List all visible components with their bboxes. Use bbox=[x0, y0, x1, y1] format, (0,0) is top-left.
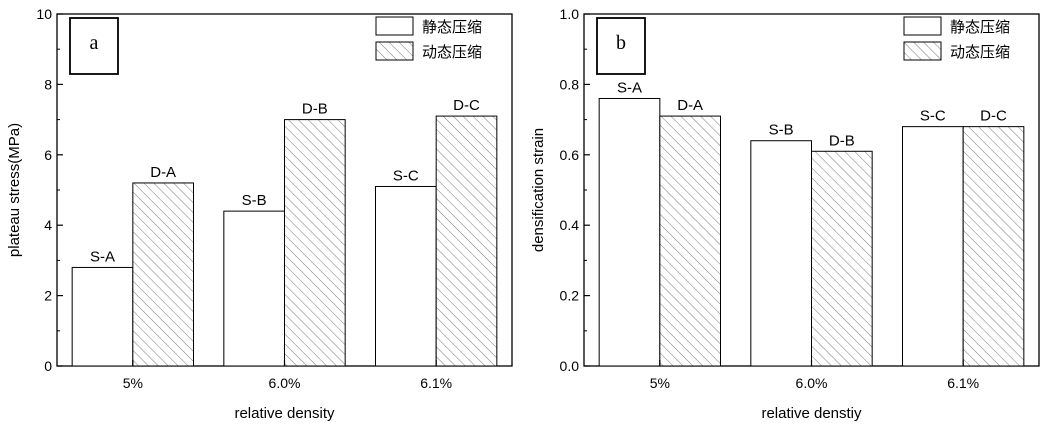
y-tick-label: 2 bbox=[44, 288, 52, 304]
legend-static-swatch bbox=[375, 16, 414, 36]
x-tick-label: 5% bbox=[123, 375, 143, 391]
legend-dynamic-swatch bbox=[903, 41, 942, 61]
bar-label: D-C bbox=[453, 97, 480, 114]
bar-label: D-A bbox=[677, 97, 703, 114]
x-axis-label: relative denstiy bbox=[761, 405, 862, 422]
bar-label: S-B bbox=[769, 122, 794, 139]
bar-label: D-C bbox=[980, 108, 1007, 125]
bar-d-c bbox=[435, 115, 498, 367]
x-tick-label: 6.0% bbox=[796, 375, 828, 391]
bar-d-b bbox=[811, 150, 873, 367]
bar-s-b bbox=[223, 210, 285, 367]
bar-s-a bbox=[71, 266, 134, 367]
bar-d-a bbox=[659, 115, 721, 367]
y-tick-label: 0 bbox=[44, 358, 52, 374]
x-axis-ticks: 5% 6.0% 6.1% bbox=[123, 360, 452, 391]
bar-label: D-B bbox=[302, 101, 328, 118]
panel-label: b bbox=[616, 32, 626, 54]
legend: 静态压缩 动态压缩 bbox=[903, 16, 1010, 61]
bar-label: S-C bbox=[920, 108, 946, 125]
bar-s-a bbox=[598, 97, 661, 367]
bar-layer: S-A D-A S-B D-B S-C D-C bbox=[71, 97, 498, 367]
bar-label: S-C bbox=[393, 167, 419, 184]
y-tick-label: 1.0 bbox=[560, 6, 580, 22]
bar-label: D-B bbox=[829, 132, 855, 149]
panel-label: a bbox=[90, 32, 99, 54]
bar-d-a bbox=[132, 182, 194, 367]
y-axis-ticks: 0 2 4 6 8 10 bbox=[36, 6, 63, 374]
y-tick-label: 4 bbox=[44, 217, 52, 233]
chart-panel-b: S-A D-A S-B D-B S-C D-C 0.0 0.2 0.4 0.6 0.8 1.0 5%… bbox=[530, 6, 1040, 422]
y-tick-label: 10 bbox=[36, 6, 52, 22]
x-axis-label: relative density bbox=[234, 405, 335, 422]
bar-s-b bbox=[750, 140, 812, 367]
y-tick-label: 6 bbox=[44, 147, 52, 163]
x-axis-ticks: 5% 6.0% 6.1% bbox=[650, 360, 979, 391]
x-tick-label: 5% bbox=[650, 375, 670, 391]
legend-dynamic-label: 动态压缩 bbox=[950, 43, 1010, 61]
y-tick-label: 0.8 bbox=[560, 76, 580, 92]
x-tick-label: 6.1% bbox=[947, 375, 979, 391]
y-tick-label: 8 bbox=[44, 76, 52, 92]
x-tick-label: 6.1% bbox=[420, 375, 452, 391]
bar-label: S-A bbox=[617, 79, 642, 96]
legend-static-swatch bbox=[903, 16, 942, 36]
legend: 静态压缩 动态压缩 bbox=[375, 16, 482, 61]
y-axis-ticks: 0.0 0.2 0.4 0.6 0.8 1.0 bbox=[560, 6, 590, 374]
y-tick-label: 0.4 bbox=[560, 217, 580, 233]
y-tick-label: 0.2 bbox=[560, 288, 580, 304]
y-axis-label: densification strain bbox=[530, 128, 547, 252]
bar-s-c bbox=[902, 126, 964, 367]
y-axis-label: plateau stress(MPa) bbox=[6, 123, 23, 257]
bar-layer: S-A D-A S-B D-B S-C D-C bbox=[598, 79, 1025, 367]
bar-d-b bbox=[284, 119, 346, 367]
bar-d-c bbox=[962, 126, 1025, 367]
legend-dynamic-label: 动态压缩 bbox=[422, 43, 482, 61]
bar-label: S-B bbox=[242, 192, 267, 209]
bar-s-c bbox=[375, 185, 437, 367]
legend-static-label: 静态压缩 bbox=[422, 18, 482, 36]
y-tick-label: 0.6 bbox=[560, 147, 580, 163]
legend-dynamic-swatch bbox=[375, 41, 414, 61]
panel-label-box bbox=[69, 17, 119, 75]
bar-label: S-A bbox=[90, 248, 115, 265]
panel-label-box bbox=[596, 17, 646, 75]
y-tick-label: 0.0 bbox=[560, 358, 580, 374]
x-tick-label: 6.0% bbox=[269, 375, 301, 391]
bar-label: D-A bbox=[150, 164, 176, 181]
legend-static-label: 静态压缩 bbox=[950, 18, 1010, 36]
